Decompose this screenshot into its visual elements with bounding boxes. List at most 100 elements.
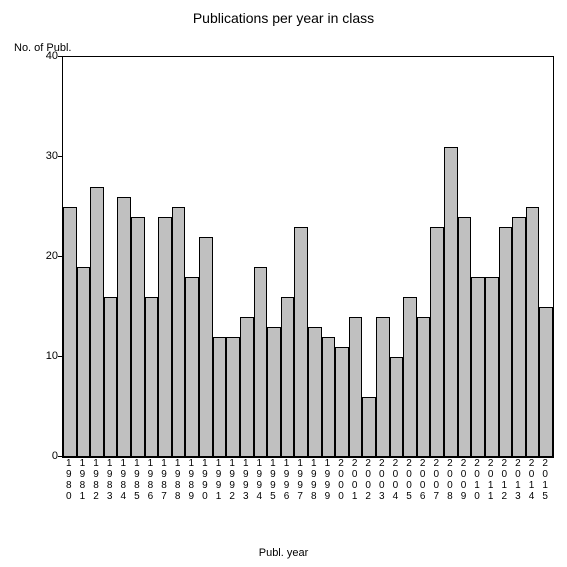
x-tick-label: 2000 [334, 458, 348, 502]
x-tick-label: 2004 [389, 458, 403, 502]
chart-title: Publications per year in class [0, 10, 567, 26]
bar [158, 217, 172, 457]
x-tick: 2002 [361, 458, 375, 502]
x-tick-label: 2013 [511, 458, 525, 502]
chart-container: Publications per year in class No. of Pu… [0, 0, 567, 567]
x-tick: 1992 [225, 458, 239, 502]
bar [322, 337, 336, 457]
x-tick-label: 1984 [116, 458, 130, 502]
y-axis-label: No. of Publ. [14, 42, 71, 54]
x-tick: 1990 [198, 458, 212, 502]
x-tick-label: 1986 [144, 458, 158, 502]
x-tick-label: 1994 [253, 458, 267, 502]
x-tick: 2010 [470, 458, 484, 502]
x-tick-label: 1980 [62, 458, 76, 502]
x-tick-label: 1983 [103, 458, 117, 502]
x-tick: 2012 [498, 458, 512, 502]
bar [512, 217, 526, 457]
x-tick-label: 1985 [130, 458, 144, 502]
bar [308, 327, 322, 457]
y-tick-label: 30 [46, 150, 58, 162]
bar [403, 297, 417, 457]
x-ticks: 1980198119821983198419851986198719881989… [62, 458, 552, 502]
x-tick-label: 2009 [457, 458, 471, 502]
x-tick-label: 1982 [89, 458, 103, 502]
bar [281, 297, 295, 457]
bar [131, 217, 145, 457]
x-tick: 2011 [484, 458, 498, 502]
bar [240, 317, 254, 457]
x-tick-label: 1981 [76, 458, 90, 502]
bar [104, 297, 118, 457]
x-tick: 2013 [511, 458, 525, 502]
x-tick: 2005 [402, 458, 416, 502]
x-tick: 1993 [239, 458, 253, 502]
x-tick-label: 2006 [416, 458, 430, 502]
bar [254, 267, 268, 457]
x-tick: 2006 [416, 458, 430, 502]
bar [444, 147, 458, 457]
bar [117, 197, 131, 457]
x-tick: 1999 [321, 458, 335, 502]
bar [267, 327, 281, 457]
bar [172, 207, 186, 457]
x-tick-label: 1995 [266, 458, 280, 502]
x-tick-label: 2002 [361, 458, 375, 502]
x-tick: 1997 [293, 458, 307, 502]
x-tick: 1988 [171, 458, 185, 502]
x-tick-label: 1990 [198, 458, 212, 502]
bar [335, 347, 349, 457]
bar [77, 267, 91, 457]
x-tick: 1987 [157, 458, 171, 502]
y-tick-label: 10 [46, 350, 58, 362]
x-tick: 1981 [76, 458, 90, 502]
x-tick: 2015 [538, 458, 552, 502]
bar [199, 237, 213, 457]
bar [185, 277, 199, 457]
x-tick: 1982 [89, 458, 103, 502]
x-tick: 1996 [280, 458, 294, 502]
bar [294, 227, 308, 457]
bar [145, 297, 159, 457]
x-tick-label: 2001 [348, 458, 362, 502]
x-tick: 2003 [375, 458, 389, 502]
x-tick: 1986 [144, 458, 158, 502]
x-tick: 1998 [307, 458, 321, 502]
x-tick: 2004 [389, 458, 403, 502]
bar [63, 207, 77, 457]
bar [499, 227, 513, 457]
x-tick-label: 2011 [484, 458, 498, 502]
bar [349, 317, 363, 457]
x-tick: 2000 [334, 458, 348, 502]
bar [485, 277, 499, 457]
x-tick-label: 1991 [212, 458, 226, 502]
x-tick: 1995 [266, 458, 280, 502]
x-tick-label: 1999 [321, 458, 335, 502]
x-tick: 1985 [130, 458, 144, 502]
x-tick-label: 1998 [307, 458, 321, 502]
x-tick: 1994 [253, 458, 267, 502]
bar [376, 317, 390, 457]
bar [213, 337, 227, 457]
x-tick-label: 1988 [171, 458, 185, 502]
x-tick-label: 1997 [293, 458, 307, 502]
x-tick: 1980 [62, 458, 76, 502]
y-tick-label: 20 [46, 250, 58, 262]
x-tick-label: 2005 [402, 458, 416, 502]
bars-group [63, 57, 553, 457]
x-tick-label: 2015 [538, 458, 552, 502]
x-tick-label: 2008 [443, 458, 457, 502]
bar [539, 307, 553, 457]
x-tick-label: 1996 [280, 458, 294, 502]
y-tick-label: 40 [46, 50, 58, 62]
x-axis-label: Publ. year [0, 547, 567, 559]
x-tick-label: 2003 [375, 458, 389, 502]
x-tick: 2008 [443, 458, 457, 502]
x-tick: 2009 [457, 458, 471, 502]
x-tick-label: 2014 [525, 458, 539, 502]
x-tick-label: 2007 [429, 458, 443, 502]
x-tick: 2007 [429, 458, 443, 502]
bar [90, 187, 104, 457]
x-tick-label: 1987 [157, 458, 171, 502]
bar [526, 207, 540, 457]
